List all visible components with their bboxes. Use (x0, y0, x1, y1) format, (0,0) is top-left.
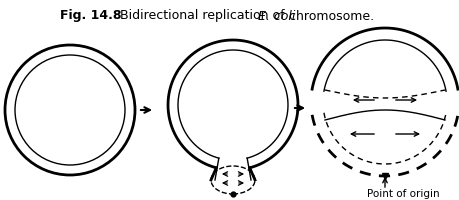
Text: Fig. 14.8: Fig. 14.8 (60, 9, 121, 22)
Text: Bidirectional replication of: Bidirectional replication of (112, 9, 288, 22)
Text: chromosome.: chromosome. (285, 9, 373, 22)
Text: E. coli: E. coli (257, 9, 295, 22)
Text: Point of origin: Point of origin (366, 188, 438, 198)
